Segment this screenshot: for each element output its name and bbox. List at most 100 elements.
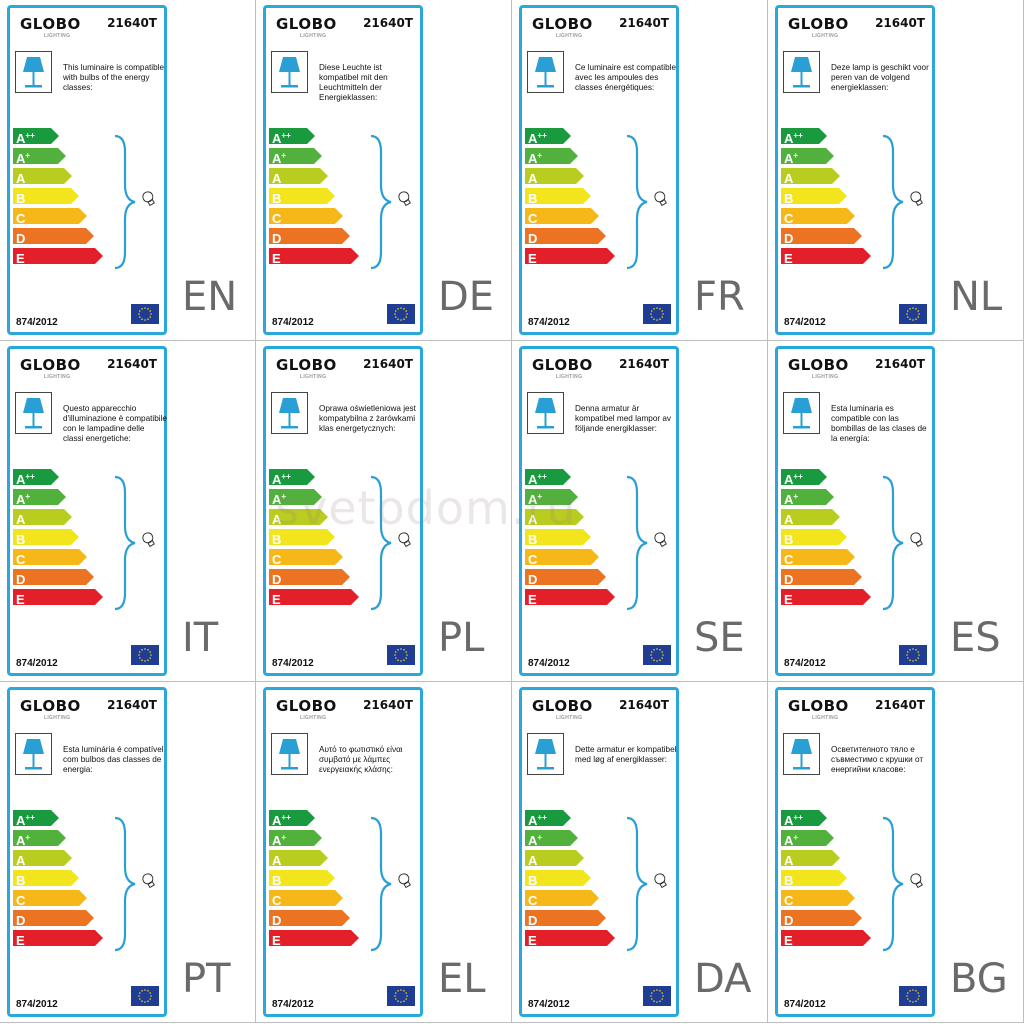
- label-cell-se: GLOBO LIGHTING 21640T Denna armatur är komp…: [512, 341, 768, 682]
- energy-class-bar: A: [525, 168, 584, 186]
- energy-class-bar: D: [269, 910, 350, 928]
- energy-class-bar: B: [269, 870, 335, 888]
- energy-class-bar: A+: [269, 830, 322, 848]
- energy-class-label: A++: [16, 131, 35, 146]
- energy-class-label: B: [272, 191, 282, 206]
- energy-label-card: GLOBO LIGHTING 21640T Dette armatur er komp…: [519, 687, 679, 1017]
- energy-class-label: A: [16, 171, 26, 186]
- regulation-number: 874/2012: [528, 999, 570, 1010]
- energy-class-bar: E: [781, 930, 871, 948]
- energy-class-scale: A++ A+ A B C D E: [525, 469, 625, 609]
- energy-class-bar: A+: [781, 830, 834, 848]
- eu-flag-icon: [387, 304, 415, 329]
- model-number: 21640T: [107, 698, 157, 712]
- compatibility-text: Ce luminaire est compatible avec les amp…: [575, 63, 677, 92]
- energy-class-label: A++: [528, 472, 547, 487]
- model-number: 21640T: [107, 357, 157, 371]
- energy-label-card: GLOBO LIGHTING 21640T Esta luminária é comp…: [7, 687, 167, 1017]
- model-number: 21640T: [875, 16, 925, 30]
- brand-sub: LIGHTING: [300, 33, 327, 39]
- energy-class-bar: A+: [269, 489, 322, 507]
- energy-class-bar: C: [781, 208, 855, 226]
- regulation-number: 874/2012: [16, 999, 58, 1010]
- energy-class-scale: A++ A+ A B C D E: [13, 810, 113, 950]
- eu-flag-icon: [899, 645, 927, 670]
- energy-class-label: D: [784, 572, 794, 587]
- energy-class-bar: A++: [781, 128, 827, 146]
- energy-label-card: GLOBO LIGHTING 21640T Diese Leuchte ist kom…: [263, 5, 423, 335]
- eu-flag-icon: [131, 986, 159, 1011]
- label-cell-pl: GLOBO LIGHTING 21640T Oprawa oświetleniowa …: [256, 341, 512, 682]
- compatibility-text: Αυτό το φωτιστικό είναι συμβατό με λάμπε…: [319, 745, 403, 774]
- energy-class-scale: A++ A+ A B C D E: [13, 469, 113, 609]
- energy-class-bar: A+: [13, 489, 66, 507]
- energy-class-bar: A: [269, 850, 328, 868]
- energy-class-label: D: [784, 913, 794, 928]
- energy-class-bar: E: [13, 248, 103, 266]
- energy-class-label: A+: [784, 151, 799, 166]
- light-bulb-icon: [361, 812, 421, 959]
- label-cell-bg: GLOBO LIGHTING 21640T Осветителното тяло е …: [768, 682, 1024, 1023]
- energy-class-label: E: [272, 592, 281, 607]
- energy-class-label: A+: [528, 151, 543, 166]
- brand-logo: GLOBO: [532, 356, 593, 374]
- energy-class-bar: B: [269, 529, 335, 547]
- energy-class-label: A+: [784, 833, 799, 848]
- brand-sub: LIGHTING: [44, 374, 71, 380]
- energy-label-card: GLOBO LIGHTING 21640T Deze lamp is geschikt…: [775, 5, 935, 335]
- brand-sub: LIGHTING: [44, 715, 71, 721]
- energy-class-bar: B: [525, 529, 591, 547]
- label-cell-pt: GLOBO LIGHTING 21640T Esta luminária é comp…: [0, 682, 256, 1023]
- energy-class-bar: B: [525, 870, 591, 888]
- energy-class-bar: C: [781, 890, 855, 908]
- energy-class-bar: A: [13, 509, 72, 527]
- model-number: 21640T: [363, 16, 413, 30]
- energy-class-label: A: [272, 171, 282, 186]
- energy-class-label: C: [784, 552, 794, 567]
- energy-class-label: A++: [16, 813, 35, 828]
- energy-class-label: A: [784, 853, 794, 868]
- energy-class-scale: A++ A+ A B C D E: [269, 810, 369, 950]
- table-lamp-icon: [15, 51, 52, 93]
- energy-class-label: E: [272, 251, 281, 266]
- energy-class-scale: A++ A+ A B C D E: [781, 469, 881, 609]
- energy-class-label: E: [528, 933, 537, 948]
- energy-class-label: A: [528, 853, 538, 868]
- energy-class-bar: E: [269, 930, 359, 948]
- energy-class-label: C: [16, 552, 26, 567]
- light-bulb-icon: [105, 130, 165, 277]
- energy-class-label: C: [272, 211, 282, 226]
- energy-class-bar: D: [525, 910, 606, 928]
- energy-class-label: B: [16, 532, 26, 547]
- energy-class-label: E: [528, 592, 537, 607]
- energy-class-bar: B: [781, 529, 847, 547]
- brand-logo: GLOBO: [20, 15, 81, 33]
- energy-class-label: C: [528, 893, 538, 908]
- energy-class-bar: A++: [525, 810, 571, 828]
- energy-class-label: A++: [272, 131, 291, 146]
- energy-class-bar: A++: [525, 469, 571, 487]
- language-code: PT: [182, 956, 231, 1002]
- energy-class-bar: A+: [269, 148, 322, 166]
- energy-class-bar: B: [781, 870, 847, 888]
- energy-class-bar: D: [269, 228, 350, 246]
- energy-class-label: A++: [16, 472, 35, 487]
- light-bulb-icon: [361, 471, 421, 618]
- brand-logo: GLOBO: [20, 356, 81, 374]
- table-lamp-icon: [15, 392, 52, 434]
- brand-sub: LIGHTING: [556, 33, 583, 39]
- compatibility-text: Deze lamp is geschikt voor peren van de …: [831, 63, 929, 92]
- energy-class-bar: A++: [525, 128, 571, 146]
- energy-class-label: B: [528, 191, 538, 206]
- energy-class-bar: A++: [269, 810, 315, 828]
- energy-class-label: E: [784, 251, 793, 266]
- language-code: BG: [950, 956, 1008, 1002]
- table-lamp-icon: [527, 51, 564, 93]
- brand-sub: LIGHTING: [300, 374, 327, 380]
- energy-class-label: E: [16, 592, 25, 607]
- light-bulb-icon: [617, 471, 677, 618]
- label-cell-el: GLOBO LIGHTING 21640T Αυτό το φωτιστικό είν…: [256, 682, 512, 1023]
- energy-class-bar: A++: [13, 810, 59, 828]
- energy-class-label: E: [784, 933, 793, 948]
